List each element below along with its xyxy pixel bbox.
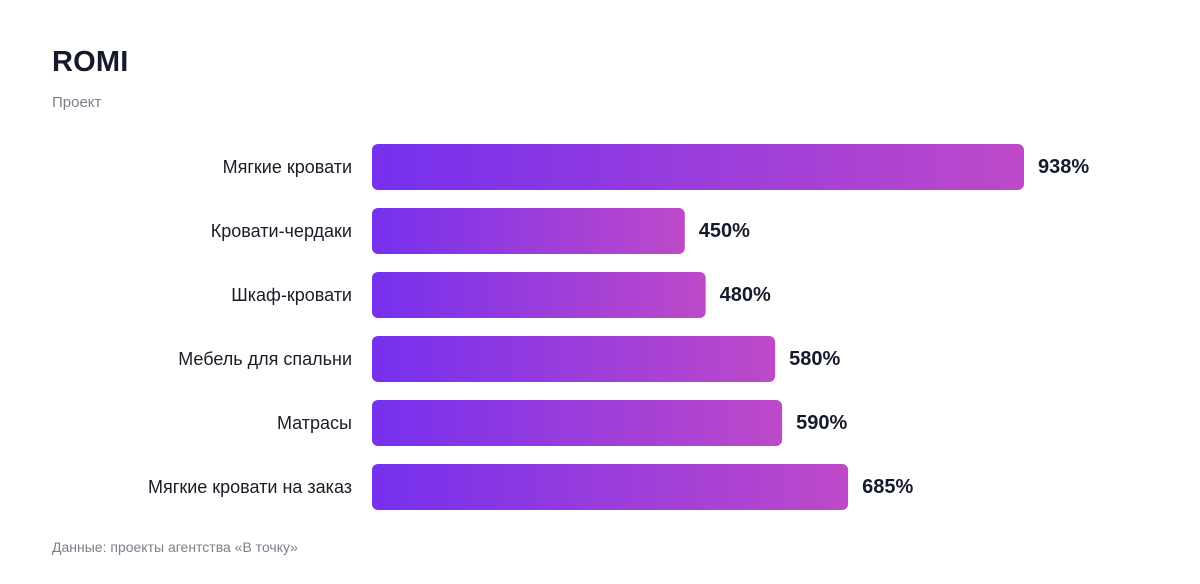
- category-label: Мягкие кровати на заказ: [148, 477, 352, 497]
- category-label: Мягкие кровати: [223, 157, 352, 177]
- bar: [372, 144, 1024, 190]
- chart-title: ROMI: [52, 46, 129, 78]
- bar: [372, 336, 776, 382]
- value-label: 590%: [796, 412, 847, 434]
- value-label: 938%: [1038, 156, 1089, 178]
- bar: [372, 400, 783, 446]
- value-label: 450%: [699, 220, 750, 242]
- bars-group: Мягкие кровати 938% Кровати-чердаки 450% Шка…: [148, 144, 1089, 510]
- category-label: Кровати-чердаки: [211, 221, 352, 241]
- chart-subtitle: Проект: [52, 94, 102, 111]
- bar: [372, 464, 849, 510]
- category-label: Матрасы: [277, 413, 352, 433]
- category-label: Мебель для спальни: [178, 349, 352, 369]
- bar: [372, 208, 685, 254]
- data-source-note: Данные: проекты агентства «В точку»: [52, 539, 298, 555]
- bar: [372, 272, 706, 318]
- category-label: Шкаф-кровати: [231, 285, 352, 305]
- value-label: 480%: [720, 284, 771, 306]
- value-label: 685%: [862, 476, 913, 498]
- value-label: 580%: [789, 348, 840, 370]
